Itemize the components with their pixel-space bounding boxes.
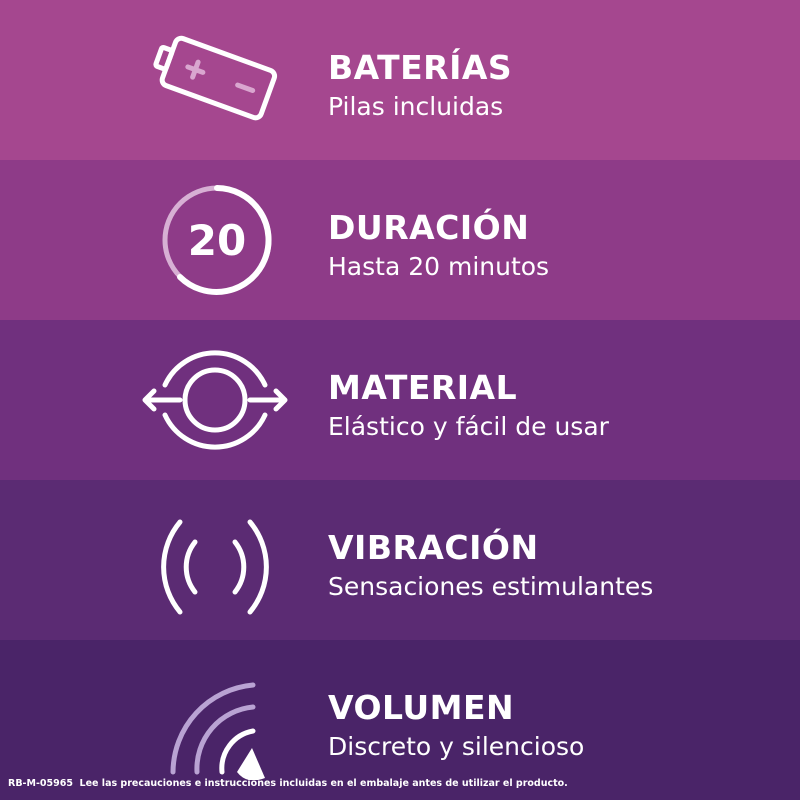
disclaimer-footer: RB-M-05965 Lee las precauciones e instru… (8, 778, 568, 789)
feature-subtitle: Pilas incluidas (328, 92, 504, 121)
feature-baterias: BATERÍAS Pilas incluidas (0, 0, 800, 160)
feature-subtitle: Elástico y fácil de usar (328, 412, 609, 441)
feature-duracion: 20 DURACIÓN Hasta 20 minutos (0, 160, 800, 320)
feature-subtitle: Discreto y silencioso (328, 732, 585, 761)
feature-title: BATERÍAS (328, 48, 513, 87)
feature-title: VOLUMEN (328, 688, 515, 727)
feature-subtitle: Sensaciones estimulantes (328, 572, 654, 601)
timer-20-icon: 20 (162, 185, 272, 295)
vibration-icon (161, 519, 269, 615)
feature-volumen: VOLUMEN Discreto y silencioso (0, 640, 800, 800)
feature-material: MATERIAL Elástico y fácil de usar (0, 320, 800, 480)
feature-vibracion: VIBRACIÓN Sensaciones estimulantes (0, 480, 800, 640)
feature-title: VIBRACIÓN (328, 528, 539, 567)
feature-title: MATERIAL (328, 368, 518, 407)
battery-icon (153, 35, 278, 121)
stretch-ring-icon (142, 350, 288, 450)
feature-title: DURACIÓN (328, 208, 530, 247)
volume-icon (170, 682, 265, 780)
svg-text:20: 20 (188, 216, 246, 265)
feature-subtitle: Hasta 20 minutos (328, 252, 550, 281)
